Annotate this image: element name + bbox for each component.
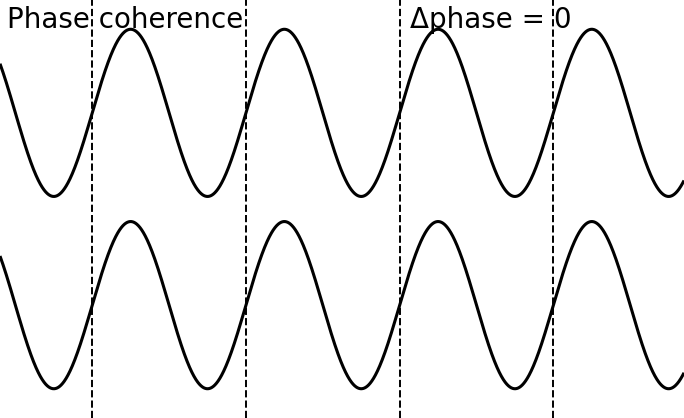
Text: Phase coherence: Phase coherence — [7, 6, 243, 34]
Text: Δphase = 0: Δphase = 0 — [410, 6, 572, 34]
